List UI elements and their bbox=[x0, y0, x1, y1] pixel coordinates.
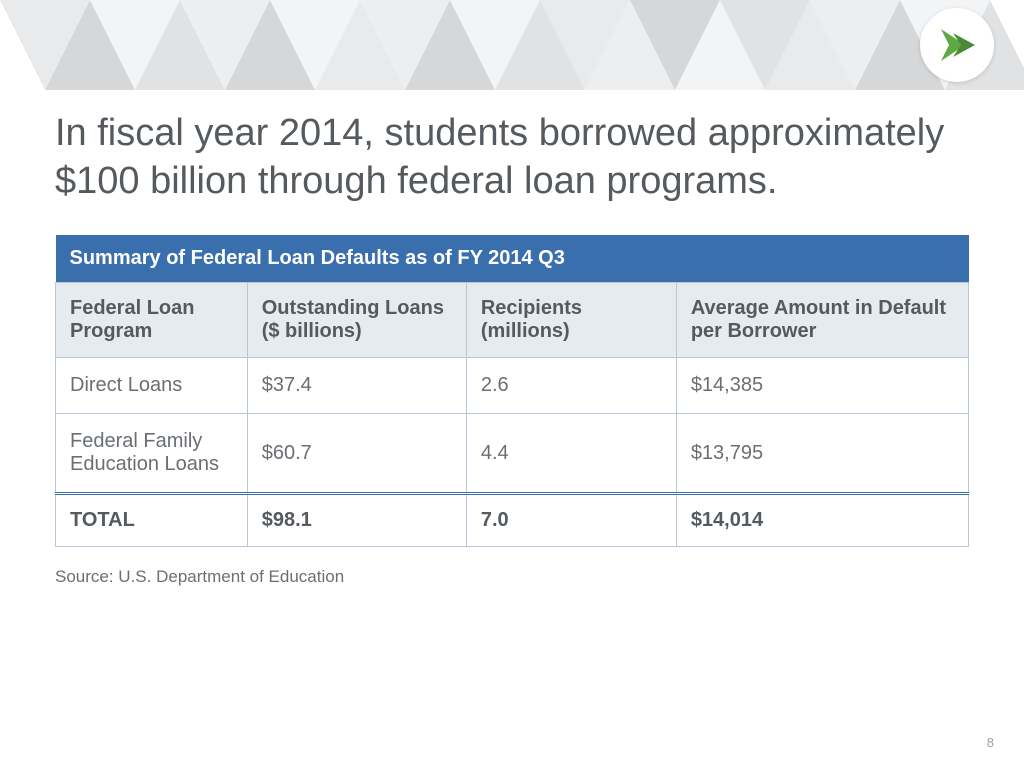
cell: $60.7 bbox=[247, 414, 466, 494]
cell: 2.6 bbox=[466, 358, 676, 414]
triangle-pattern bbox=[0, 0, 1024, 90]
total-cell: 7.0 bbox=[466, 494, 676, 547]
loan-defaults-table: Summary of Federal Loan Defaults as of F… bbox=[55, 235, 969, 547]
logo-arrow-icon bbox=[935, 23, 979, 67]
col-header: Federal Loan Program bbox=[56, 283, 248, 358]
logo-circle bbox=[920, 8, 994, 82]
table-caption: Summary of Federal Loan Defaults as of F… bbox=[56, 235, 969, 283]
source-text: Source: U.S. Department of Education bbox=[55, 567, 969, 587]
header-band bbox=[0, 0, 1024, 90]
table-row: Federal Family Education Loans $60.7 4.4… bbox=[56, 414, 969, 494]
table-caption-row: Summary of Federal Loan Defaults as of F… bbox=[56, 235, 969, 283]
total-cell: $98.1 bbox=[247, 494, 466, 547]
page-number: 8 bbox=[987, 735, 994, 750]
slide-title: In fiscal year 2014, students borrowed a… bbox=[55, 110, 969, 205]
cell: Federal Family Education Loans bbox=[56, 414, 248, 494]
cell: $37.4 bbox=[247, 358, 466, 414]
col-header: Outstanding Loans ($ billions) bbox=[247, 283, 466, 358]
table-total-row: TOTAL $98.1 7.0 $14,014 bbox=[56, 494, 969, 547]
table-row: Direct Loans $37.4 2.6 $14,385 bbox=[56, 358, 969, 414]
cell: 4.4 bbox=[466, 414, 676, 494]
content-area: In fiscal year 2014, students borrowed a… bbox=[0, 90, 1024, 587]
table-header-row: Federal Loan Program Outstanding Loans (… bbox=[56, 283, 969, 358]
total-cell: $14,014 bbox=[676, 494, 968, 547]
cell: $14,385 bbox=[676, 358, 968, 414]
cell: Direct Loans bbox=[56, 358, 248, 414]
col-header: Average Amount in Default per Borrower bbox=[676, 283, 968, 358]
total-cell: TOTAL bbox=[56, 494, 248, 547]
col-header: Recipients (millions) bbox=[466, 283, 676, 358]
cell: $13,795 bbox=[676, 414, 968, 494]
